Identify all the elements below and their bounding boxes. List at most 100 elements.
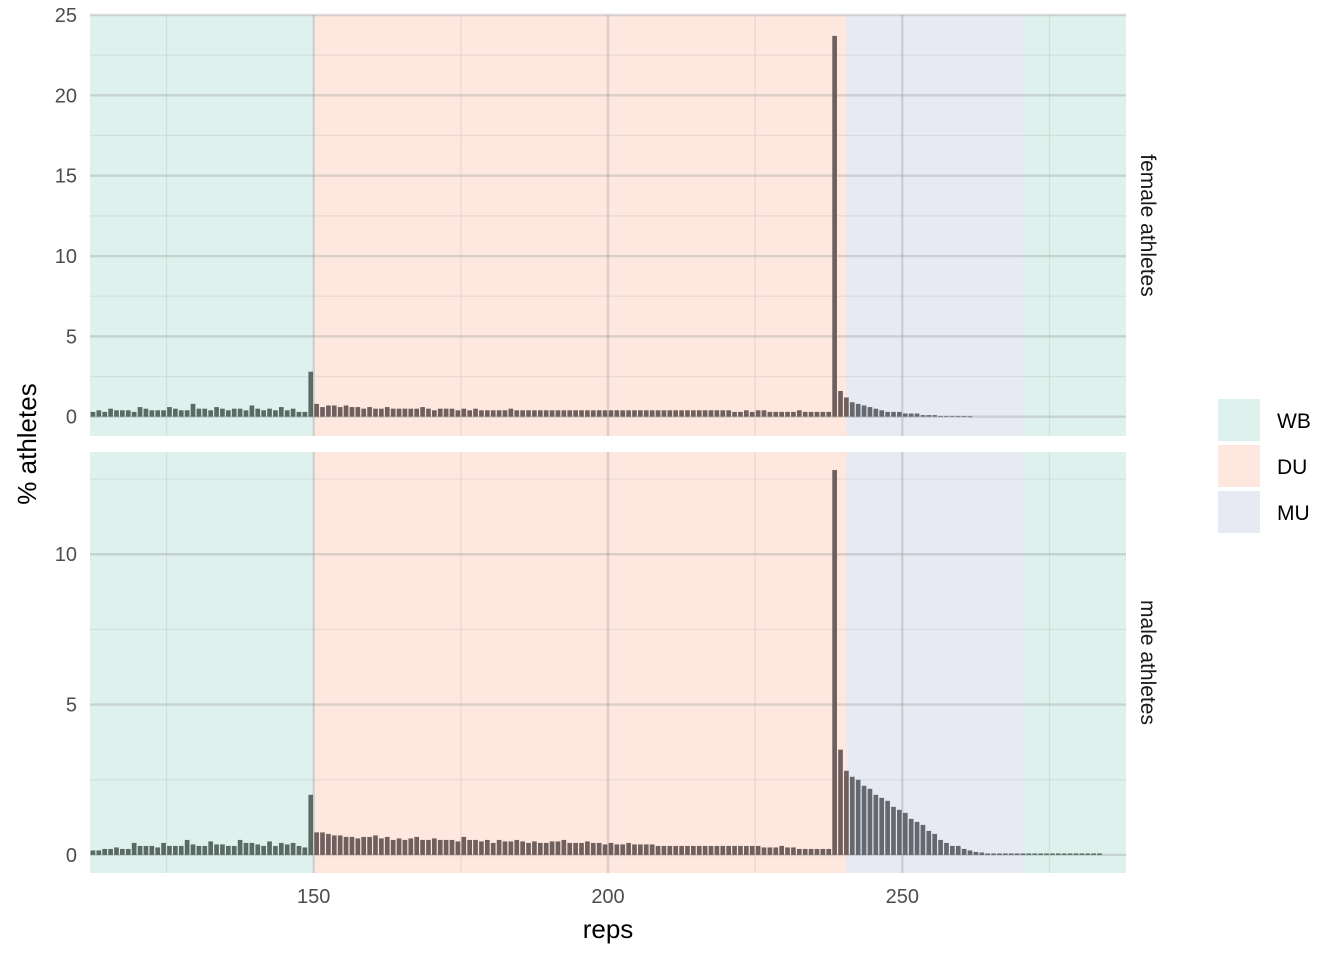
bar: [561, 839, 567, 855]
bar: [820, 411, 826, 417]
bar: [508, 408, 514, 417]
bar: [526, 842, 531, 855]
panel-female: 0 5 10 15 20 25 female athletes: [55, 5, 1159, 436]
bar: [414, 836, 420, 855]
bar: [473, 839, 478, 855]
bar: [726, 410, 732, 417]
bar: [814, 848, 820, 855]
y-tick-label: 0: [66, 845, 77, 867]
bar: [173, 408, 178, 417]
bar: [908, 818, 914, 855]
bar: [920, 415, 926, 417]
bar: [938, 839, 943, 855]
bar: [396, 838, 402, 855]
bar: [926, 830, 932, 855]
bar: [1044, 853, 1049, 855]
bar: [467, 410, 473, 417]
bar: [661, 410, 667, 417]
bar: [1020, 853, 1026, 855]
bar: [602, 410, 608, 417]
bar: [555, 841, 561, 855]
bar: [885, 800, 890, 855]
bar: [1091, 853, 1096, 855]
bar: [596, 410, 602, 417]
bar: [520, 841, 525, 855]
bar: [302, 411, 308, 417]
legend-key-du: [1218, 445, 1260, 487]
bar: [944, 842, 949, 855]
bar: [361, 408, 367, 417]
bar: [237, 839, 243, 855]
bar: [802, 848, 808, 855]
bar: [667, 410, 673, 417]
bar: [326, 405, 331, 417]
bar: [761, 410, 767, 417]
bar: [920, 824, 926, 855]
bar: [202, 408, 208, 417]
bar: [131, 842, 137, 855]
panel-strip-label: female athletes: [1136, 154, 1159, 296]
bar: [208, 410, 214, 417]
bar: [950, 845, 955, 855]
bar: [626, 410, 631, 417]
bar: [455, 841, 461, 855]
bar: [743, 845, 749, 855]
bar: [261, 845, 266, 855]
band-du: [313, 15, 847, 436]
bar: [349, 836, 355, 855]
bar: [520, 410, 525, 417]
bar: [208, 841, 214, 855]
legend: WB DU MU: [1218, 399, 1311, 533]
bar: [549, 841, 555, 855]
panel-male: 0 5 10 male athletes: [55, 452, 1159, 873]
bar: [691, 845, 696, 855]
bar: [914, 413, 920, 417]
bar: [844, 770, 849, 855]
bar: [479, 410, 484, 417]
bar: [408, 408, 414, 417]
bar: [473, 408, 478, 417]
bar: [567, 842, 573, 855]
bar: [337, 835, 343, 855]
bar: [496, 410, 502, 417]
bar: [231, 408, 237, 417]
bar: [620, 844, 626, 855]
bar: [867, 788, 873, 855]
bar: [1067, 853, 1073, 855]
bar: [502, 410, 508, 417]
bar: [791, 847, 796, 855]
bar: [402, 408, 408, 417]
bar: [267, 841, 272, 855]
legend-key-mu: [1218, 491, 1260, 533]
bar: [785, 411, 790, 417]
bar: [767, 411, 773, 417]
bar: [732, 845, 737, 855]
bar: [379, 838, 384, 855]
bar: [585, 410, 590, 417]
bar: [220, 408, 225, 417]
bar: [278, 842, 284, 855]
bar: [396, 408, 402, 417]
bar: [638, 844, 643, 855]
bar: [685, 410, 690, 417]
bar: [743, 410, 749, 417]
bar: [785, 847, 790, 855]
bar: [908, 413, 914, 417]
band-wb: [90, 452, 314, 873]
bar: [820, 848, 826, 855]
bar: [190, 403, 196, 417]
bar: [649, 410, 655, 417]
bar: [749, 411, 755, 417]
bar: [926, 415, 932, 417]
bar: [967, 416, 973, 418]
bar: [932, 833, 938, 855]
bar: [567, 410, 573, 417]
panels: 0 5 10 15 20 25 female athletes 0 5 10 male athlet…: [55, 5, 1159, 873]
bar: [514, 410, 520, 417]
bar: [649, 844, 655, 855]
bar: [932, 415, 938, 417]
bar: [714, 410, 720, 417]
bar: [585, 841, 590, 855]
bar: [773, 847, 779, 855]
bar: [590, 842, 596, 855]
